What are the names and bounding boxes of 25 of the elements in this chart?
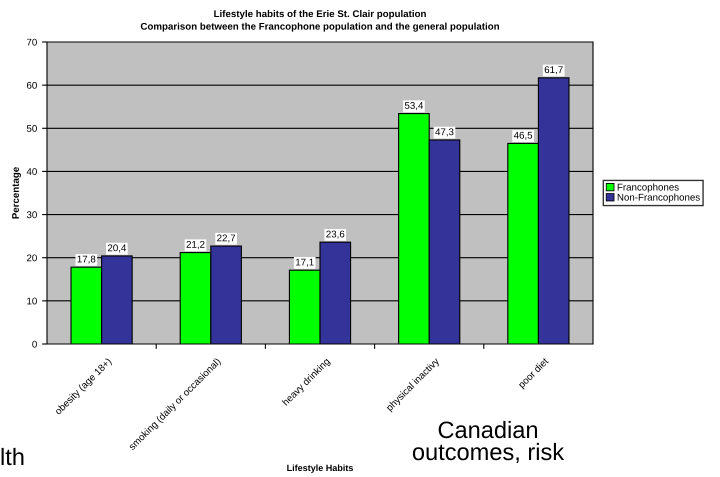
data-label: 47,3 (435, 128, 454, 136)
y-tick-label: 70 (26, 38, 37, 46)
y-tick-label: 20 (26, 254, 37, 262)
data-label: 20,4 (108, 244, 126, 252)
data-label: 46,5 (514, 132, 532, 140)
data-label: 23,6 (326, 230, 344, 239)
y-tick-label: 0 (32, 340, 37, 348)
y-tick-label: 60 (26, 82, 37, 89)
data-label: 53,4 (404, 102, 424, 110)
chart-title: Lifestyle habits of the Erie St. Clair population Comparison between the Francophone population and the general population (140, 10, 500, 32)
text: lth (2, 448, 24, 466)
y-axis-title: Percentage (12, 167, 21, 219)
y-tick-label: 30 (26, 211, 37, 218)
data-label: 17,1 (296, 258, 314, 267)
legend-label: Non-Francophones (618, 194, 700, 203)
data-label: 17,8 (78, 256, 96, 264)
y-tick-label: 40 (26, 168, 37, 176)
text: Canadian outcomes, risk (412, 420, 564, 464)
data-label: 61,7 (544, 66, 563, 74)
y-tick-label: 50 (26, 125, 37, 132)
data-label: 22,7 (217, 234, 236, 243)
y-tick-label: 10 (27, 298, 37, 304)
legend-label: Francophones (618, 183, 679, 193)
x-axis-title: Lifestyle Habits (287, 464, 353, 473)
data-label: 21,2 (186, 240, 204, 249)
